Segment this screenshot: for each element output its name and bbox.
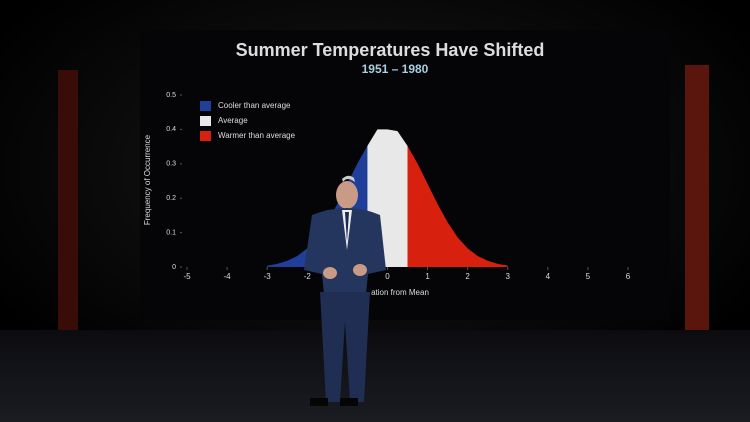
x-tick-label: 2 — [465, 272, 470, 281]
x-tick-label: 6 — [626, 272, 631, 281]
legend-swatch — [200, 101, 211, 111]
x-axis-label: ation from Mean — [371, 288, 429, 297]
chart-subtitle: 1951 – 1980 — [362, 62, 429, 76]
legend-label: Cooler than average — [218, 101, 291, 110]
x-tick-label: -2 — [304, 272, 312, 281]
x-tick-label: -3 — [264, 272, 272, 281]
legend-label: Average — [218, 116, 248, 125]
curtain-right — [685, 65, 709, 330]
speaker — [304, 175, 386, 406]
x-tick-label: 3 — [506, 272, 511, 281]
legend-swatch — [200, 131, 211, 141]
x-tick-label: 4 — [546, 272, 551, 281]
chart-title: Summer Temperatures Have Shifted — [236, 40, 545, 60]
x-tick-label: -4 — [224, 272, 232, 281]
x-tick-label: 0 — [385, 272, 390, 281]
y-tick-label: 0 — [172, 264, 176, 271]
x-tick-label: -5 — [183, 272, 191, 281]
legend-label: Warmer than average — [218, 131, 296, 140]
curtain-left — [58, 70, 78, 330]
x-tick-label: 1 — [425, 272, 430, 281]
y-tick-label: 0.5 — [166, 92, 176, 99]
x-tick-label: 5 — [586, 272, 591, 281]
area — [407, 145, 508, 267]
y-axis-label: Frequency of Occurrence — [143, 134, 152, 225]
y-tick-label: 0.4 — [166, 126, 176, 133]
y-tick-label: 0.3 — [166, 161, 176, 168]
y-tick-label: 0.2 — [166, 195, 176, 202]
stage-floor — [0, 330, 750, 422]
y-tick-label: 0.1 — [166, 229, 176, 236]
legend-swatch — [200, 116, 211, 126]
